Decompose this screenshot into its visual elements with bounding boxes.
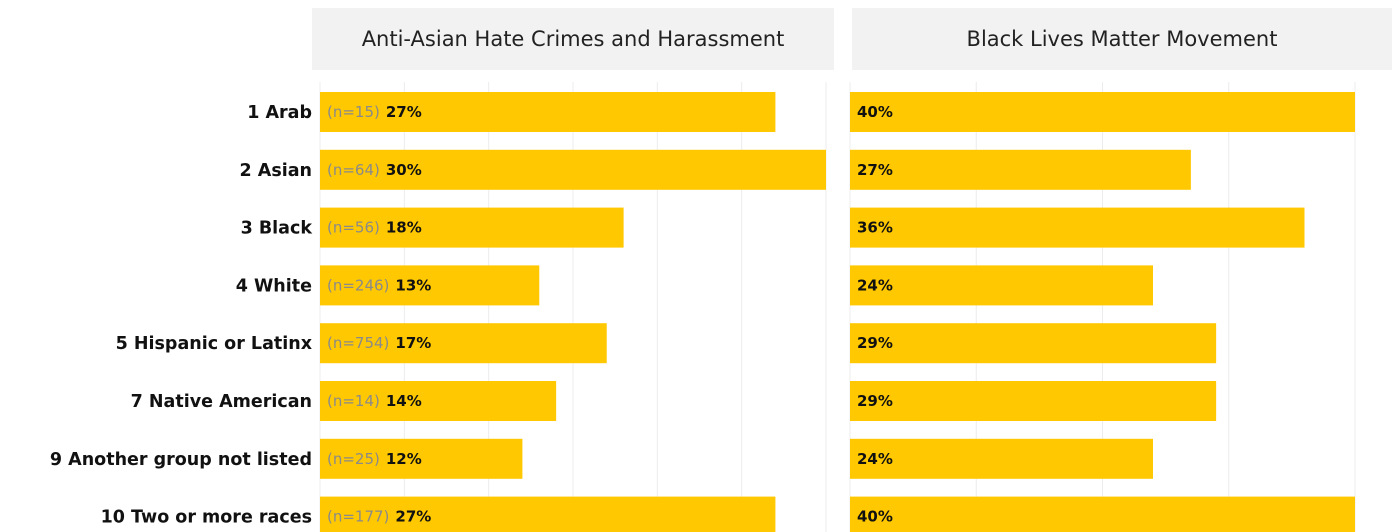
category-label: 10 Two or more races <box>101 508 312 528</box>
panel-title-left-text: Anti-Asian Hate Crimes and Harassment <box>361 27 785 51</box>
bar-panel1 <box>320 381 557 421</box>
n-count-label: (n=64) <box>327 161 380 179</box>
panel-title-left: Anti-Asian Hate Crimes and Harassment <box>312 8 834 70</box>
bar-panel2 <box>850 381 1217 421</box>
category-label: 3 Black <box>241 219 313 239</box>
bar-panel1 <box>320 496 776 532</box>
value-label-panel1: 12% <box>386 450 422 468</box>
panel-title-right-text: Black Lives Matter Movement <box>966 27 1278 51</box>
category-label: 2 Asian <box>240 161 313 181</box>
n-count-label: (n=246) <box>327 276 389 294</box>
value-label-panel2: 29% <box>857 392 893 410</box>
bar-panel1 <box>320 92 776 132</box>
bar-layer <box>320 92 1355 532</box>
n-count-label: (n=177) <box>327 508 389 526</box>
value-label-panel1: 14% <box>386 392 422 410</box>
value-label-panel1: 30% <box>386 161 422 179</box>
bar-panel2 <box>850 149 1191 190</box>
value-label-panel2: 40% <box>857 508 893 526</box>
n-count-label: (n=14) <box>327 392 380 410</box>
label-layer: 1 Arab (n=15) 27% 40% 2 Asian (n=64) 30% 27% 3 B… <box>50 103 893 528</box>
bar-panel1 <box>320 149 826 190</box>
bar-panel1 <box>320 207 624 248</box>
value-label-panel2: 24% <box>857 450 893 468</box>
value-label-panel2: 29% <box>857 334 893 352</box>
category-label: 9 Another group not listed <box>50 450 312 470</box>
bar-panel2 <box>850 265 1153 306</box>
value-label-panel2: 40% <box>857 103 893 121</box>
n-count-label: (n=15) <box>327 103 380 121</box>
value-label-panel1: 18% <box>386 219 422 237</box>
value-label-panel1: 27% <box>386 103 422 121</box>
value-label-panel1: 17% <box>395 334 431 352</box>
category-label: 1 Arab <box>247 103 312 123</box>
bar-panel2 <box>850 496 1355 532</box>
category-label: 5 Hispanic or Latinx <box>116 334 313 354</box>
bar-panel2 <box>850 323 1217 364</box>
value-label-panel2: 36% <box>857 219 893 237</box>
n-count-label: (n=25) <box>327 450 380 468</box>
bar-panel1 <box>320 438 523 479</box>
bar-panel2 <box>850 92 1355 132</box>
category-label: 7 Native American <box>131 392 312 412</box>
category-label: 4 White <box>236 276 312 296</box>
value-label-panel2: 24% <box>857 276 893 294</box>
bar-panel2 <box>850 438 1153 479</box>
n-count-label: (n=56) <box>327 219 380 237</box>
bar-panel2 <box>850 207 1305 248</box>
panel-title-right: Black Lives Matter Movement <box>852 8 1392 70</box>
value-label-panel1: 13% <box>395 276 431 294</box>
bar-panel1 <box>320 323 607 364</box>
value-label-panel2: 27% <box>857 161 893 179</box>
value-label-panel1: 27% <box>395 508 431 526</box>
bar-panel1 <box>320 265 540 306</box>
n-count-label: (n=754) <box>327 334 389 352</box>
